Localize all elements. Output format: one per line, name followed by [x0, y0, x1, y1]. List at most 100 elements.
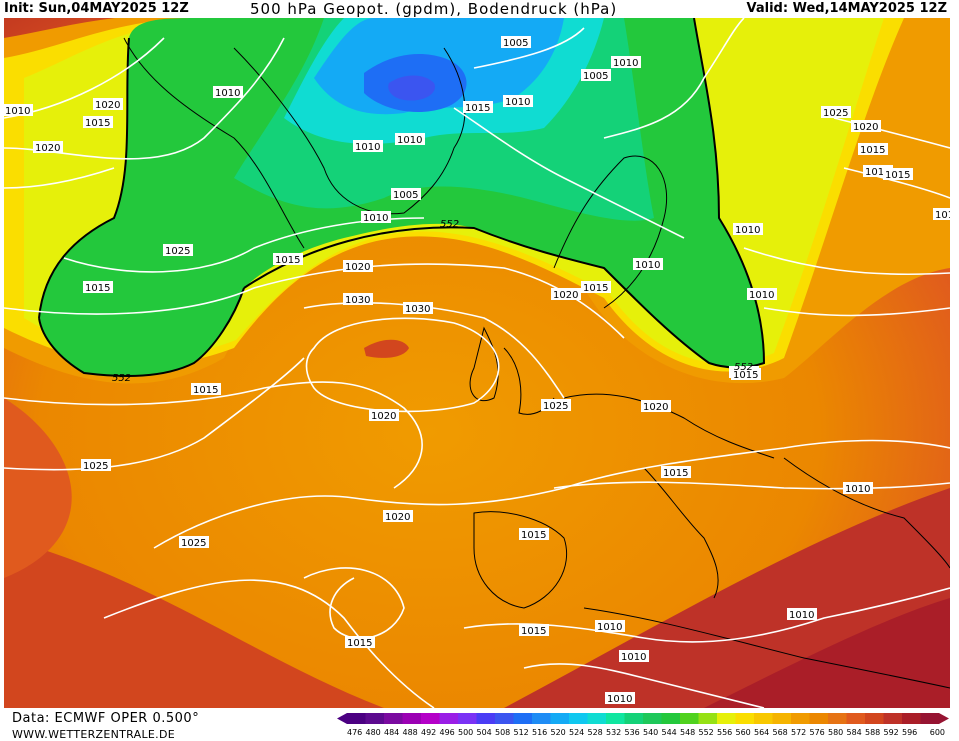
legend-swatch	[735, 713, 754, 724]
isobar-label-box	[933, 208, 950, 220]
legend-tick-label: 492	[421, 728, 436, 737]
isobar-label: 1010	[749, 290, 774, 301]
legend-tick-label: 568	[773, 728, 788, 737]
legend-swatch	[809, 713, 828, 724]
legend-tick-label: 552	[699, 728, 714, 737]
legend-tick-label: 544	[662, 728, 677, 737]
isobar-label-box	[93, 98, 123, 110]
isobar-label: 1030	[345, 295, 370, 306]
legend-tick-label: 556	[717, 728, 732, 737]
isobar-label: 1015	[275, 255, 300, 266]
isobar-label-box	[641, 400, 671, 412]
legend-swatch	[828, 713, 847, 724]
legend-tick-label: 480	[366, 728, 381, 737]
legend-swatch	[365, 713, 384, 724]
isobar-label-box	[605, 692, 635, 704]
legend-left-arrow	[337, 713, 347, 724]
isobar-label-box	[519, 528, 549, 540]
isobar-label: 1025	[83, 461, 108, 472]
isobar-label: 1015	[465, 103, 490, 114]
isobar-label-box	[81, 459, 111, 471]
trough-deepblue-core	[388, 75, 435, 101]
isobar-label-box	[361, 211, 391, 223]
isobar-label-box	[343, 260, 373, 272]
isobar-label-box	[541, 399, 571, 411]
isobar-label-box	[611, 56, 641, 68]
valid-time: Valid: Wed,14MAY2025 12Z	[746, 1, 947, 16]
legend-swatch	[883, 713, 902, 724]
isobar-label: 1010	[635, 260, 660, 271]
legend-tick-label: 504	[477, 728, 492, 737]
isobar-label-box	[273, 253, 303, 265]
isobar-label: 1025	[543, 401, 568, 412]
isobar-label: 1015	[521, 626, 546, 637]
isobar-label: 1010	[355, 142, 380, 153]
isobar-label-box	[581, 281, 611, 293]
isobar-label-box	[501, 36, 531, 48]
isobar-label-box	[581, 69, 611, 81]
legend-tick-label: 488	[403, 728, 418, 737]
isobar-label-box	[843, 482, 873, 494]
high-center-patch	[364, 339, 409, 358]
isobar-label: 1025	[165, 246, 190, 257]
isobar-label-box	[551, 288, 581, 300]
legend-swatch	[606, 713, 625, 724]
legend-tick-label: 572	[791, 728, 806, 737]
legend-swatch	[846, 713, 865, 724]
chart-title: 500 hPa Geopot. (gpdm), Bodendruck (hPa)	[250, 0, 618, 18]
legend-tick-label: 588	[865, 728, 880, 737]
legend-tick-label: 512	[514, 728, 529, 737]
header-bar: Init: Sun,04MAY2025 12Z 500 hPa Geopot. …	[0, 0, 959, 18]
isobar-label-box	[519, 624, 549, 636]
isobar-label: 1010	[397, 135, 422, 146]
data-source: Data: ECMWF OPER 0.500°	[12, 711, 200, 726]
isobar-label: 1025	[823, 108, 848, 119]
isobar-label: 1020	[371, 411, 396, 422]
isobar-label-box	[83, 281, 113, 293]
isobar-label: 1025	[181, 538, 206, 549]
isobar-label-box	[391, 188, 421, 200]
legend-tick-label: 500	[458, 728, 473, 737]
isobar-label: 1010	[215, 88, 240, 99]
legend-tick-label: 584	[847, 728, 862, 737]
isobar-label: 1010	[613, 58, 638, 69]
legend-swatch	[439, 713, 458, 724]
legend-tick-label: 496	[440, 728, 455, 737]
legend-swatch	[384, 713, 403, 724]
legend-swatch	[791, 713, 810, 724]
legend-tick-label: 536	[625, 728, 640, 737]
isobar-label: 1010	[505, 97, 530, 108]
legend-tick-label: 484	[384, 728, 399, 737]
legend-swatch	[347, 713, 366, 724]
isobar-label-box	[731, 368, 761, 380]
southeast-peak-band	[704, 598, 950, 708]
legend-swatch	[458, 713, 477, 724]
isobar-label: 1020	[95, 100, 120, 111]
isobar-label-box	[353, 140, 383, 152]
legend-swatch	[920, 713, 939, 724]
legend-swatch	[476, 713, 495, 724]
isobar-label-box	[179, 536, 209, 548]
isobar-label-box	[503, 95, 533, 107]
isobar-label-box	[661, 466, 691, 478]
isobar-label: 1005	[503, 38, 528, 49]
isobar-label: 1020	[553, 290, 578, 301]
isobar-label: 1015	[583, 283, 608, 294]
contour-552-label: 552	[112, 373, 131, 384]
legend-swatch	[495, 713, 514, 724]
isobar-label: 1005	[583, 71, 608, 82]
legend-tick-label: 580	[828, 728, 843, 737]
isobar-label: 1015	[193, 385, 218, 396]
isobar-label: 1020	[853, 122, 878, 133]
legend-swatch	[550, 713, 569, 724]
isobar-label-box	[163, 244, 193, 256]
weather-map: 1005 1010 1005 1010 1015 1010 1010 1020 1015 1015…	[4, 18, 950, 708]
isobar-label-box	[383, 510, 413, 522]
isobar-label: 1010	[607, 694, 632, 705]
isobar-label-box	[369, 409, 399, 421]
color-legend: 476 480 484 488 492 496 500 504 508 512 516 520 524 5…	[337, 713, 949, 737]
legend-tick-label: 524	[569, 728, 584, 737]
legend-swatch	[717, 713, 736, 724]
legend-swatch	[865, 713, 884, 724]
legend-swatch	[421, 713, 440, 724]
